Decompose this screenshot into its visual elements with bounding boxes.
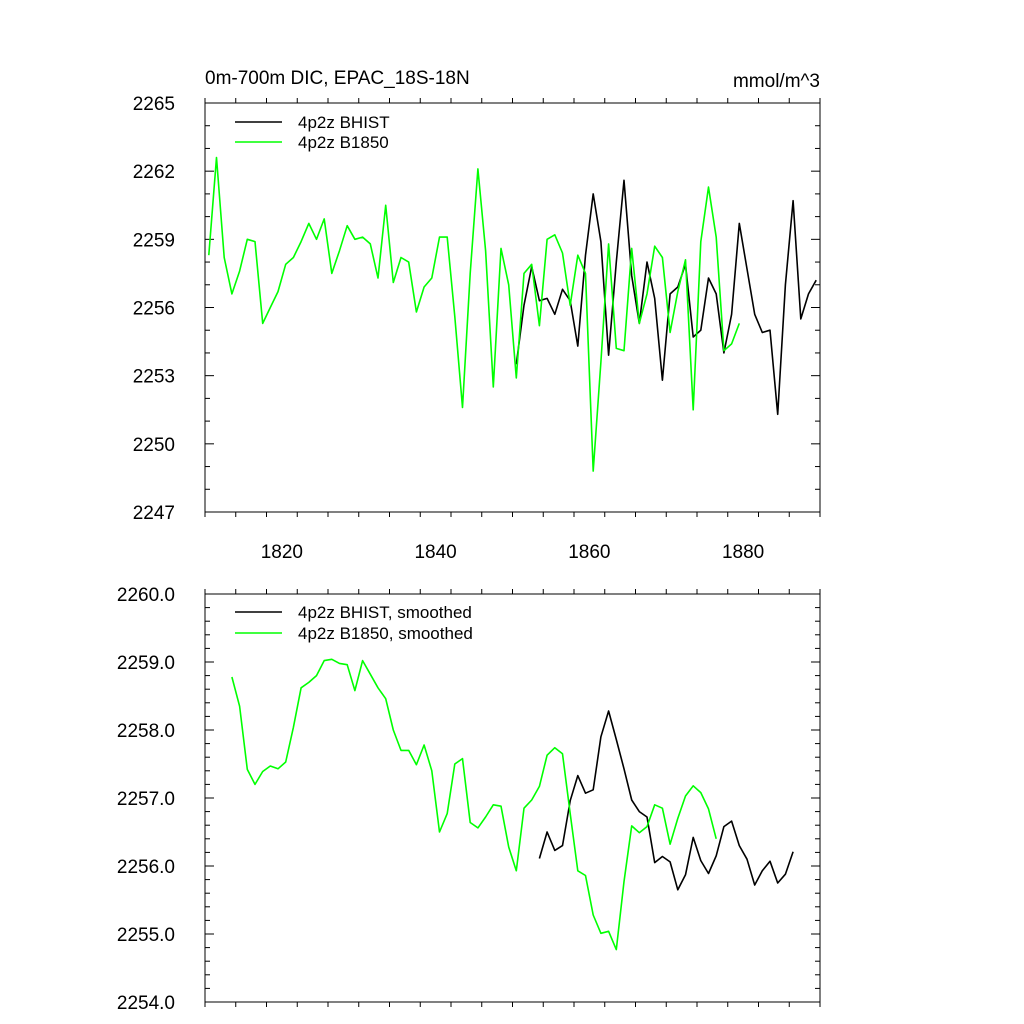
top-series-line-b1850 — [208, 156, 741, 472]
top-xtick-label: 1840 — [414, 542, 456, 563]
bottom-legend: 4p2z BHIST, smoothed 4p2z B1850, smoothe… — [235, 603, 473, 643]
top-ytick-label: 2265 — [133, 94, 175, 115]
bottom-legend-label-bhist: 4p2z BHIST, smoothed — [298, 603, 472, 622]
bottom-plot-frame — [204, 593, 821, 1003]
bottom-ytick-label: 2257.0 — [117, 789, 175, 810]
top-legend-label-bhist: 4p2z BHIST — [298, 113, 390, 132]
top-series-line-bhist — [515, 179, 817, 416]
top-legend-label-b1850: 4p2z B1850 — [298, 133, 389, 152]
top-xtick-label: 1820 — [261, 542, 303, 563]
top-series-layer — [208, 156, 817, 472]
bottom-ytick-label: 2255.0 — [117, 925, 175, 946]
top-ticks: 2247 2250 2253 2256 2259 2262 2265 1820 1840 1860… — [133, 94, 821, 563]
bottom-ytick-label: 2259.0 — [117, 653, 175, 674]
bottom-legend-label-b1850: 4p2z B1850, smoothed — [298, 624, 473, 643]
bottom-series-layer — [231, 658, 794, 951]
bottom-ytick-label: 2256.0 — [117, 857, 175, 878]
top-plot-frame — [204, 102, 821, 513]
bottom-ticks: 2254.0 2255.0 2256.0 2257.0 2258.0 2259.0 2260… — [117, 585, 821, 1014]
top-ytick-label: 2262 — [133, 162, 175, 183]
top-legend: 4p2z BHIST 4p2z B1850 — [235, 113, 390, 152]
top-xtick-label: 1860 — [568, 542, 610, 563]
bottom-ytick-label: 2260.0 — [117, 585, 175, 606]
top-ytick-label: 2247 — [133, 503, 175, 524]
top-title-left: 0m-700m DIC, EPAC_18S-18N — [205, 68, 470, 89]
top-title-right: mmol/m^3 — [733, 71, 820, 92]
top-ytick-label: 2253 — [133, 367, 175, 388]
bottom-panel: 2254.0 2255.0 2256.0 2257.0 2258.0 2259.0 2260… — [117, 585, 821, 1014]
bottom-series-line-bhist — [538, 710, 794, 891]
top-xtick-label: 1880 — [722, 542, 764, 563]
top-ytick-label: 2250 — [133, 435, 175, 456]
bottom-series-line-b1850 — [231, 658, 717, 951]
bottom-ytick-label: 2254.0 — [117, 993, 175, 1014]
top-panel: 0m-700m DIC, EPAC_18S-18N mmol/m^3 22472… — [133, 68, 821, 563]
top-ytick-label: 2256 — [133, 299, 175, 320]
bottom-ytick-label: 2258.0 — [117, 721, 175, 742]
top-ytick-label: 2259 — [133, 230, 175, 251]
